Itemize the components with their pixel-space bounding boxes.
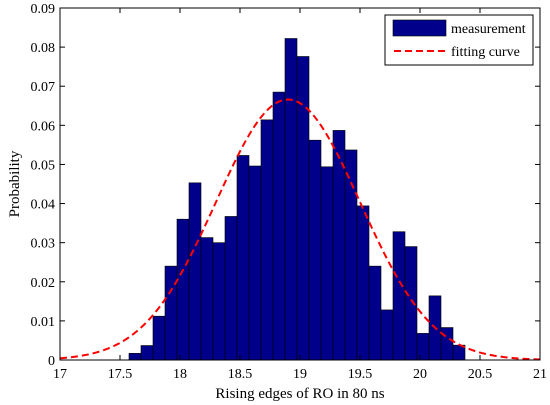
bar	[404, 246, 418, 361]
x-axis-label: Rising edges of RO in 80 ns	[215, 386, 384, 402]
bar	[320, 166, 334, 361]
bar	[344, 149, 358, 361]
bar	[272, 91, 286, 361]
y-tick-label: 0.09	[31, 2, 56, 17]
bar	[248, 165, 262, 361]
y-tick-label: 0.05	[31, 158, 56, 173]
bar	[440, 327, 454, 361]
y-tick-label: 0.06	[31, 119, 56, 134]
legend-label-fitting-curve: fitting curve	[451, 45, 520, 60]
x-axis-ticks: 17 17.5 18 18.5 19 19.5 20 20.5 21	[53, 8, 547, 382]
bar	[416, 333, 430, 361]
fitting-curve-group	[59, 98, 541, 361]
bar	[212, 242, 226, 361]
bar	[152, 315, 166, 361]
bar	[392, 231, 406, 361]
bar	[164, 265, 178, 361]
bar	[380, 309, 394, 361]
y-axis-label: Probability	[7, 150, 23, 217]
bars-group	[128, 38, 466, 361]
bar	[284, 38, 298, 361]
bar	[200, 237, 214, 361]
legend: measurement fitting curve	[384, 14, 534, 66]
x-tick-label: 19	[293, 367, 307, 382]
x-tick-label: 21	[533, 367, 547, 382]
bar	[188, 182, 202, 361]
x-tick-label: 20.5	[468, 367, 493, 382]
bar	[176, 218, 190, 361]
y-tick-label: 0	[48, 354, 55, 369]
y-tick-label: 0.08	[31, 41, 56, 56]
x-tick-label: 17.5	[108, 367, 133, 382]
legend-swatch-measurement	[392, 19, 447, 37]
fitting-curve-line	[59, 98, 541, 361]
y-tick-label: 0.04	[31, 198, 56, 213]
bar	[140, 345, 154, 361]
bar	[128, 353, 142, 361]
y-tick-label: 0.02	[31, 276, 56, 291]
legend-label-measurement: measurement	[451, 22, 526, 37]
x-tick-label: 19.5	[348, 367, 373, 382]
x-tick-label: 18	[173, 367, 187, 382]
bar	[308, 139, 322, 361]
bar	[368, 265, 382, 361]
y-tick-label: 0.03	[31, 237, 56, 252]
bar	[260, 119, 274, 361]
x-tick-label: 20	[413, 367, 427, 382]
bar	[356, 205, 370, 361]
x-tick-label: 18.5	[228, 367, 253, 382]
bar	[224, 216, 238, 361]
y-axis-ticks: 0 0.01 0.02 0.03 0.04 0.05 0.06 0.07 0.08 0.09	[31, 2, 540, 369]
y-tick-label: 0.01	[31, 315, 56, 330]
bar	[236, 155, 250, 361]
y-tick-label: 0.07	[31, 80, 56, 95]
x-tick-label: 17	[53, 367, 67, 382]
